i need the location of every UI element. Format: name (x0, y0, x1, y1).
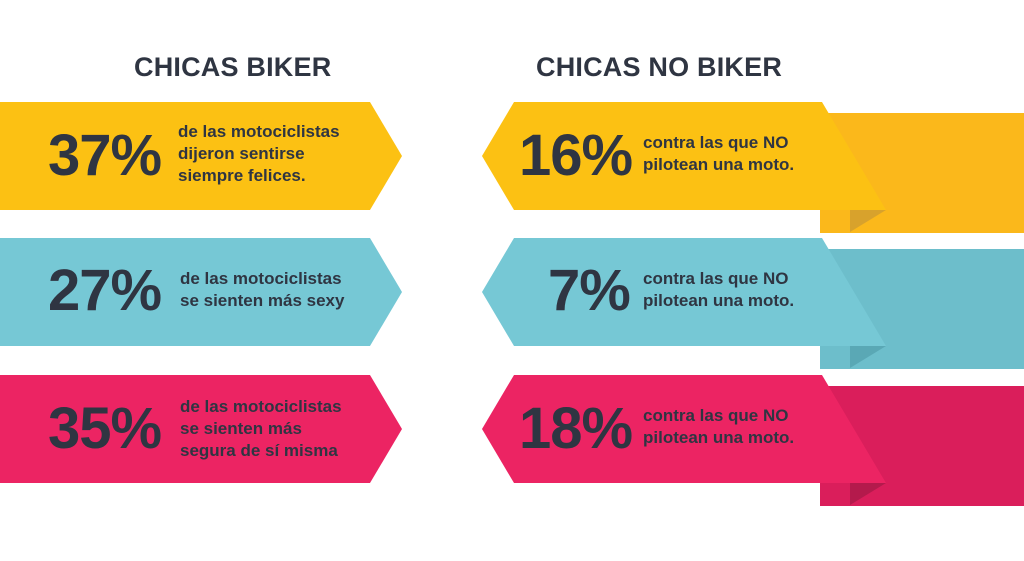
no-biker-stat-percent-3: 18% (519, 396, 633, 461)
biker-heading: CHICAS BIKER (134, 52, 332, 82)
no-biker-stat-text-3: contra las que NO pilotean una moto. (643, 406, 795, 447)
biker-stat-arrow-3 (0, 375, 402, 483)
no-biker-stat-arrow-2 (482, 238, 886, 346)
no-biker-stat-text-1: contra las que NO pilotean una moto. (643, 133, 795, 174)
no-biker-stat-arrow-3 (482, 375, 886, 483)
biker-stat-text-1: de las motociclistas dijeron sentirse si… (178, 122, 340, 185)
no-biker-stat-percent-1: 16% (519, 123, 633, 188)
biker-stat-text-3: de las motociclistas se sienten más segu… (180, 397, 342, 460)
biker-stat-percent-2: 27% (48, 258, 162, 323)
no-biker-stat-text-2: contra las que NO pilotean una moto. (643, 269, 795, 310)
biker-stat-text-2: de las motociclistas se sienten más sexy (180, 269, 345, 310)
no-biker-heading: CHICAS NO BIKER (536, 52, 783, 82)
biker-stat-arrow-2 (0, 238, 402, 346)
biker-stat-percent-1: 37% (48, 123, 162, 188)
no-biker-stat-percent-2: 7% (548, 258, 631, 323)
biker-stat-arrow-1 (0, 102, 402, 210)
biker-stat-percent-3: 35% (48, 396, 162, 461)
no-biker-stat-arrow-1 (482, 102, 886, 210)
